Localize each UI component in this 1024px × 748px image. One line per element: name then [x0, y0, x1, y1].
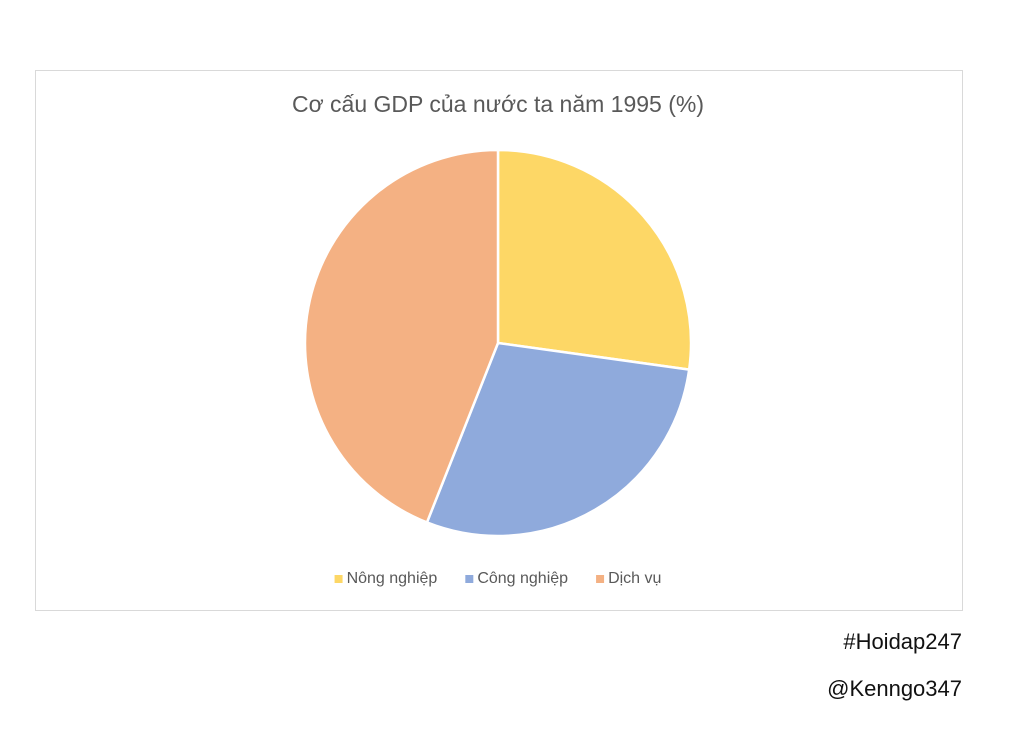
legend-label: Dịch vụ — [608, 570, 661, 587]
legend-marker — [465, 575, 474, 583]
pie-slice — [425, 341, 691, 538]
legend-label: Công nghiệp — [477, 570, 568, 587]
chart-title: Cơ cấu GDP của nước ta năm 1995 (%) — [292, 91, 704, 117]
legend-marker — [334, 575, 343, 583]
legend-label: Nông nghiệp — [347, 570, 438, 587]
legend-marker — [596, 575, 605, 583]
pie-slice — [303, 148, 500, 525]
watermark: @Kenngo347 — [827, 676, 962, 701]
pie-slice — [496, 148, 693, 372]
watermark: #Hoidap247 — [843, 629, 962, 654]
